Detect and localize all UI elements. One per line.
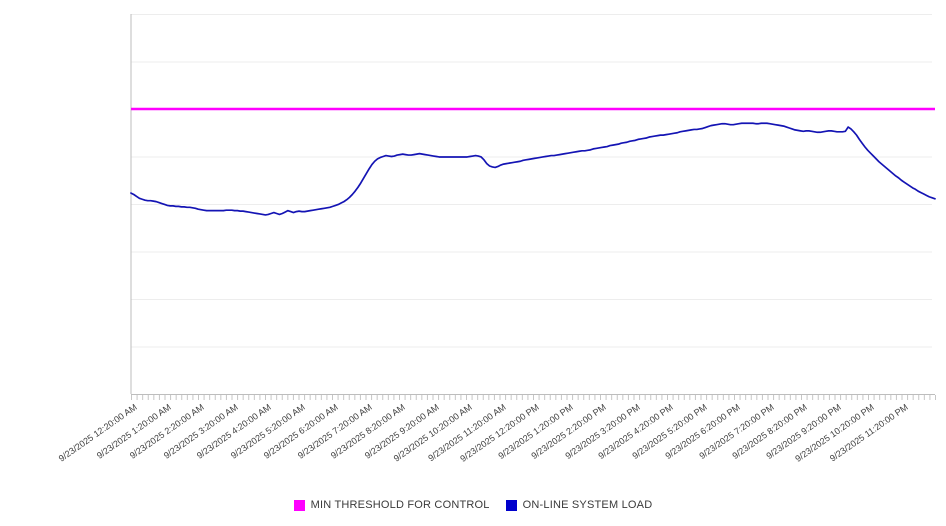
legend-swatch-icon-load [505, 499, 517, 511]
x-axis-ticks [131, 395, 936, 400]
chart-axes [130, 14, 935, 395]
legend-swatch-icon-threshold [293, 499, 305, 511]
legend-item-on-line-system-load: ON-LINE SYSTEM LOAD [505, 499, 653, 511]
y-gridlines [131, 14, 932, 395]
chart-legend: MIN THRESHOLD FOR CONTROL ON-LINE SYSTEM… [0, 494, 946, 516]
series-on-line-system-load [130, 122, 936, 216]
legend-label-load: ON-LINE SYSTEM LOAD [522, 499, 653, 511]
legend-label-threshold: MIN THRESHOLD FOR CONTROL [310, 499, 490, 511]
legend-item-min-threshold-for-control: MIN THRESHOLD FOR CONTROL [293, 499, 490, 511]
